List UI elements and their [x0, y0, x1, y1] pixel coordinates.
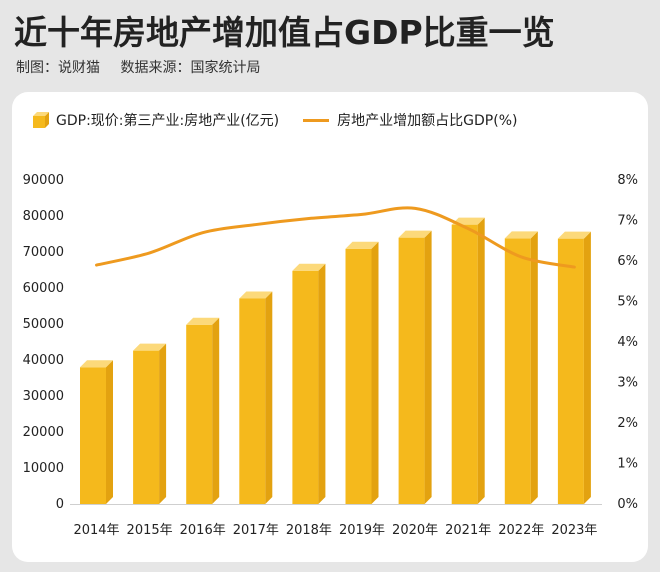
bar-side [371, 241, 379, 504]
chart-legend: GDP:现价:第三产业:房地产业(亿元) 房地产业增加额占比GDP(%) [32, 110, 517, 130]
x-tick-label: 2018年 [286, 523, 332, 538]
x-tick-label: 2020年 [392, 523, 438, 538]
page-title: 近十年房地产增加值占GDP比重一览 [14, 13, 555, 52]
data-source: 数据来源：国家统计局 [120, 60, 261, 76]
left-tick-label: 20000 [23, 425, 64, 440]
bar-top [398, 230, 432, 238]
bar-top [186, 317, 220, 325]
bar-side [265, 291, 273, 504]
legend-label-line: 房地产业增加额占比GDP(%) [337, 113, 518, 129]
bar-front [186, 324, 213, 504]
right-tick-label: 8% [617, 173, 638, 188]
x-tick-label: 2017年 [233, 523, 279, 538]
bar [557, 231, 591, 504]
left-axis: 0 10000 20000 30000 40000 50000 60000 70000 8000… [23, 173, 64, 512]
left-tick-label: 70000 [23, 245, 64, 260]
bar-side [583, 231, 591, 504]
right-tick-label: 7% [617, 214, 638, 229]
bar-side [159, 343, 167, 504]
x-tick-label: 2016年 [180, 523, 226, 538]
x-tick-label: 2019年 [339, 523, 385, 538]
bar-front [557, 238, 584, 504]
legend-item-bar: GDP:现价:第三产业:房地产业(亿元) [32, 110, 279, 130]
bar [292, 263, 326, 504]
bar-side [424, 230, 432, 504]
left-tick-label: 40000 [23, 353, 64, 368]
cube-swatch-icon [33, 112, 49, 128]
bar-top [133, 343, 167, 351]
bar-front [239, 298, 266, 504]
bar [186, 317, 220, 504]
bar-side [530, 231, 538, 504]
bar-front [345, 248, 372, 504]
x-axis: 2014年 2015年 2016年 2017年 2018年 2019年 2020年 2021年… [73, 523, 597, 538]
right-tick-label: 6% [617, 254, 638, 269]
x-tick-label: 2015年 [127, 523, 173, 538]
x-tick-label: 2022年 [498, 523, 544, 538]
left-tick-label: 30000 [23, 389, 64, 404]
percentage-line [95, 206, 576, 269]
left-tick-label: 10000 [23, 461, 64, 476]
bar-top [239, 291, 273, 299]
bar-side [106, 360, 113, 504]
x-tick-label: 2023年 [551, 523, 597, 538]
bar-top [292, 263, 326, 271]
right-tick-label: 1% [617, 457, 638, 472]
bar-front [292, 270, 319, 504]
bar-top [345, 241, 379, 249]
bar [239, 291, 273, 504]
bar [398, 230, 432, 504]
bar-side [477, 217, 485, 504]
bar [133, 343, 167, 504]
bar-front [80, 367, 106, 504]
bar-side [318, 263, 326, 504]
source-line: 制图：说财猫 数据来源：国家统计局 [16, 57, 260, 77]
bar-front [133, 350, 160, 504]
line-swatch-icon [303, 118, 330, 122]
bar-front [398, 237, 425, 504]
right-tick-label: 3% [617, 376, 638, 391]
bar-front [451, 224, 478, 504]
left-tick-label: 90000 [23, 173, 64, 188]
left-tick-label: 0 [56, 497, 64, 512]
bar-top [557, 231, 591, 239]
bar-top [80, 360, 113, 368]
bar-side [212, 317, 220, 504]
bar-top [504, 231, 538, 239]
bar-series [80, 217, 591, 504]
chart-maker: 制图：说财猫 [16, 60, 100, 76]
x-tick-label: 2021年 [445, 523, 491, 538]
right-tick-label: 2% [617, 416, 638, 431]
bar-front [504, 238, 531, 504]
chart-card: GDP:现价:第三产业:房地产业(亿元) 房地产业增加额占比GDP(%) 0 10… [12, 92, 648, 562]
right-tick-label: 5% [617, 295, 638, 310]
legend-item-line: 房地产业增加额占比GDP(%) [303, 110, 517, 130]
left-tick-label: 80000 [23, 209, 64, 224]
bar-top [451, 217, 485, 225]
bar [504, 231, 538, 504]
legend-label-bar: GDP:现价:第三产业:房地产业(亿元) [56, 113, 280, 129]
left-tick-label: 50000 [23, 317, 64, 332]
left-tick-label: 60000 [23, 281, 64, 296]
bar [80, 360, 113, 504]
bar [451, 217, 485, 504]
right-tick-label: 0% [617, 497, 638, 512]
combo-chart: 0 10000 20000 30000 40000 50000 60000 70000 8000… [23, 173, 638, 538]
right-axis: 0% 1% 2% 3% 4% 5% 6% 7% 8% [617, 173, 638, 512]
right-tick-label: 4% [617, 335, 638, 350]
bar [345, 241, 379, 504]
x-tick-label: 2014年 [73, 523, 119, 538]
